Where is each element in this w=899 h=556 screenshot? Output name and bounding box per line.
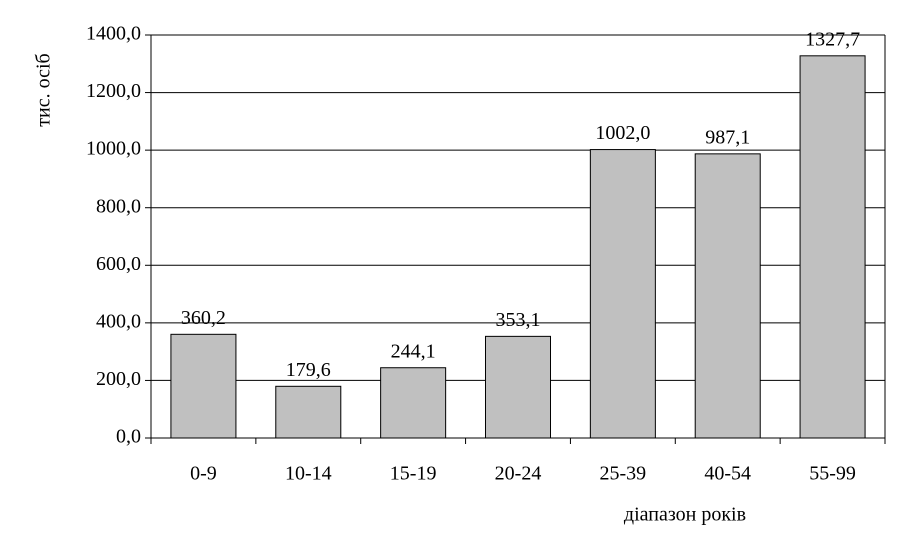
bar [380,367,447,439]
bar [799,55,866,439]
x-tick-label: 25-39 [600,463,647,485]
value-label: 1327,7 [805,28,860,50]
bar [589,149,656,439]
x-axis-title: діапазон років [624,504,746,526]
y-tick-label: 400,0 [96,310,141,332]
value-label: 353,1 [496,309,541,331]
value-label: 987,1 [705,126,750,148]
x-tick-label: 15-19 [390,463,437,485]
value-label: 179,6 [286,359,331,381]
y-tick-label: 800,0 [96,195,141,217]
y-tick-label: 1200,0 [86,80,141,102]
y-tick-label: 600,0 [96,253,141,275]
x-tick-label: 0-9 [190,463,217,485]
y-tick-label: 1400,0 [86,23,141,45]
y-tick-label: 1000,0 [86,138,141,160]
y-tick-label: 0,0 [116,426,141,448]
x-tick-label: 55-99 [809,463,856,485]
x-tick-label: 10-14 [285,463,332,485]
value-label: 360,2 [181,307,226,329]
value-label: 1002,0 [595,122,650,144]
value-label: 244,1 [391,340,436,362]
bar [170,333,237,439]
y-axis-title: тис. осіб [33,53,55,126]
y-tick-label: 200,0 [96,368,141,390]
x-tick-label: 20-24 [495,463,542,485]
x-tick-label: 40-54 [704,463,751,485]
bar [275,385,342,439]
bar [484,335,552,439]
bar [694,153,761,439]
